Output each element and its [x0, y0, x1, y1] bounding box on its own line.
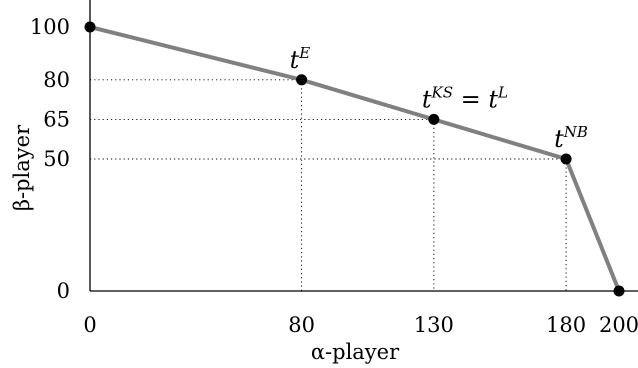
- guide-lines: [90, 79, 567, 291]
- x-tick-label-0: 0: [83, 313, 96, 337]
- y-tick-label-4: 100: [30, 15, 70, 39]
- x-axis-label: α-player: [311, 340, 400, 364]
- point-annotations: tE tKS = tL tNB: [290, 44, 588, 153]
- annotation-2: tNB: [554, 123, 588, 153]
- data-point-2: [428, 113, 440, 125]
- y-tick-label-3: 80: [43, 68, 70, 92]
- annotation-1: tKS = tL: [422, 83, 508, 113]
- y-tick-label-1: 50: [43, 147, 70, 171]
- x-tick-label-4: 200: [599, 313, 638, 337]
- y-tick-label-2: 65: [43, 107, 70, 131]
- x-tick-label-2: 130: [414, 313, 454, 337]
- axes: [89, 0, 638, 292]
- series: [84, 21, 625, 297]
- annotation-0: tE: [290, 44, 311, 74]
- tick-labels: 0 80 130 180 200 0 50 65 80 100: [30, 15, 638, 337]
- x-tick-label-3: 180: [546, 313, 586, 337]
- y-tick-label-0: 0: [57, 279, 70, 303]
- y-axis-label: β-player: [10, 124, 34, 211]
- x-tick-label-1: 80: [288, 313, 315, 337]
- data-point-0: [84, 21, 96, 33]
- data-point-1: [296, 74, 308, 86]
- data-point-3: [560, 153, 572, 165]
- data-point-4: [613, 285, 625, 297]
